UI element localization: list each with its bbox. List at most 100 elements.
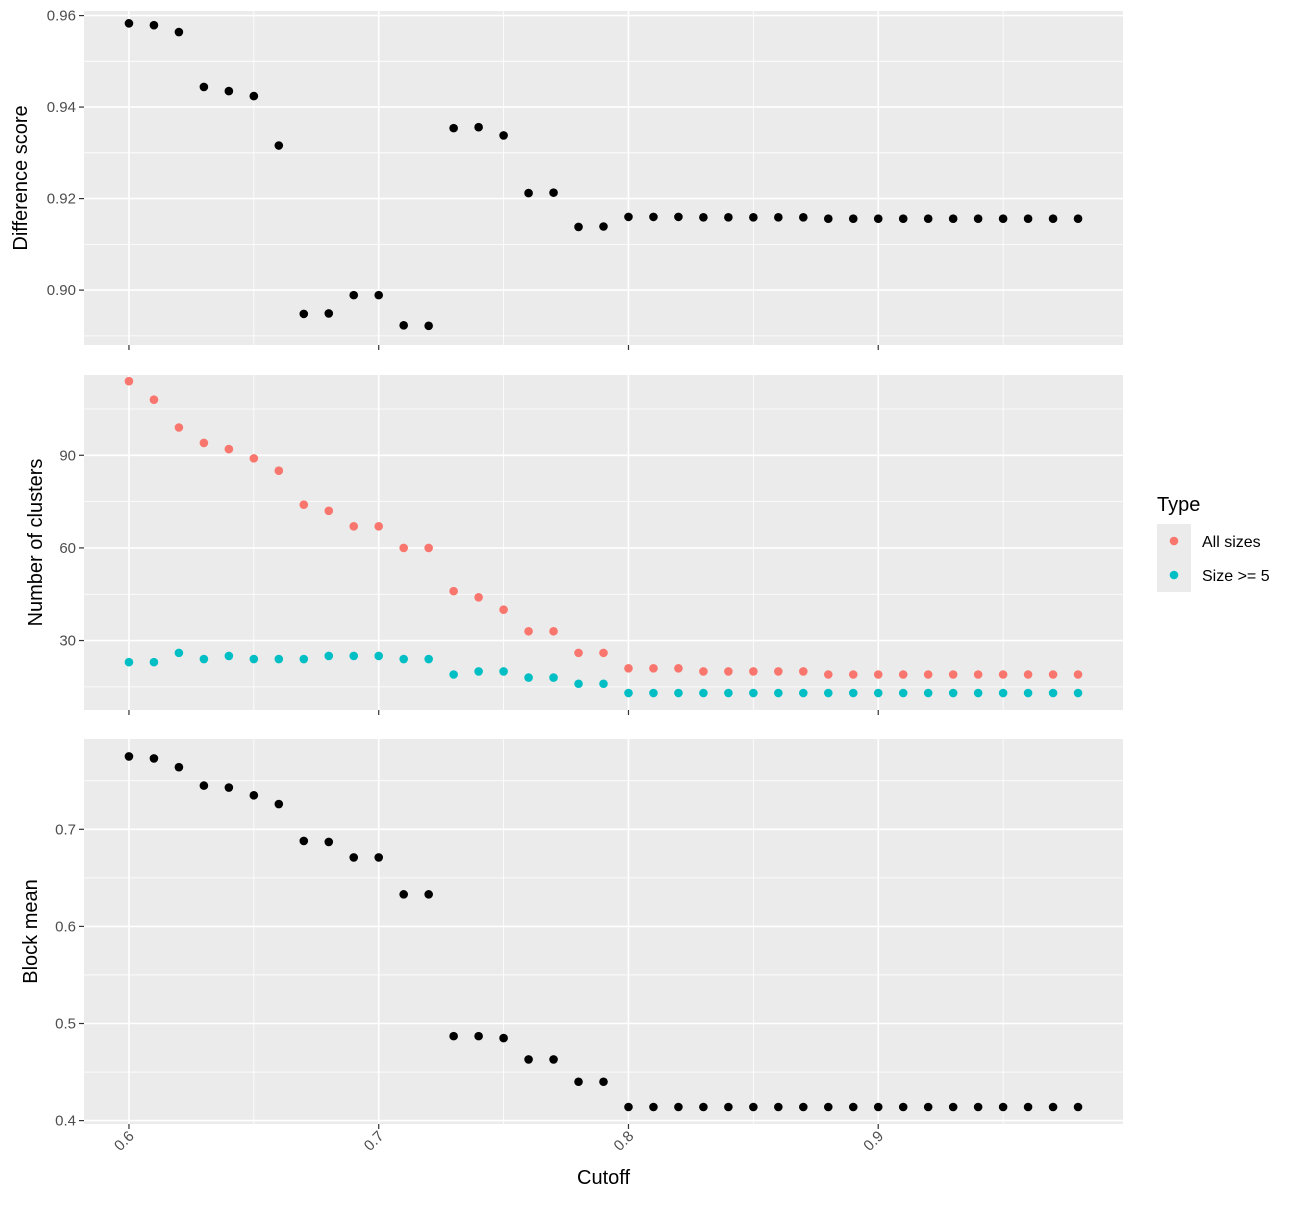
data-point [274, 466, 284, 476]
data-point [399, 321, 408, 330]
data-point [699, 1102, 708, 1112]
data-point [923, 1102, 933, 1112]
legend-entry: All sizes [1157, 524, 1261, 558]
data-point [174, 762, 184, 772]
y-axis-title: Block mean [20, 879, 42, 984]
data-point [724, 667, 733, 676]
y-tick-label: 0.4 [55, 1113, 76, 1130]
y-axis-title: Difference score [10, 105, 32, 250]
data-point [799, 213, 808, 222]
data-point [699, 688, 708, 698]
data-point [124, 376, 134, 386]
legend-entry: Size >= 5 [1157, 558, 1270, 592]
data-point [324, 506, 334, 516]
data-point [299, 500, 309, 509]
data-point [973, 670, 983, 679]
data-point [1023, 688, 1033, 698]
y-tick-label: 0.7 [55, 821, 76, 838]
data-point [649, 1102, 658, 1112]
data-point [998, 688, 1008, 698]
data-point [674, 212, 683, 222]
y-tick-label: 90 [59, 447, 76, 464]
panel-2: 30 60 90 Number of clusters [25, 375, 1123, 715]
data-point [199, 781, 209, 790]
data-point [1073, 688, 1083, 698]
y-tick-label: 0.6 [55, 918, 76, 935]
data-point [599, 648, 608, 658]
legend-title: Type [1157, 494, 1200, 516]
data-point [1073, 214, 1083, 224]
data-point [624, 664, 633, 673]
data-point [1048, 688, 1058, 698]
data-point [649, 664, 658, 673]
data-point [149, 657, 159, 667]
x-tick-label: 0.9 [860, 1128, 887, 1155]
data-point [324, 651, 334, 661]
data-point [249, 654, 259, 664]
data-point [499, 605, 508, 614]
data-point [524, 626, 533, 636]
data-point [624, 688, 633, 698]
data-point [1048, 214, 1058, 224]
data-point [649, 688, 658, 698]
data-point [524, 673, 533, 682]
data-point [948, 688, 958, 698]
data-point [399, 890, 408, 899]
data-point [124, 752, 134, 761]
panel-3: 0.4 0.5 0.6 0.7 Block mean [20, 739, 1123, 1130]
data-point [599, 1077, 608, 1087]
data-point [774, 688, 783, 698]
data-point [1048, 1102, 1058, 1112]
data-point [973, 1102, 983, 1112]
data-point [799, 667, 808, 676]
data-point [699, 667, 708, 676]
data-point [174, 648, 184, 658]
data-point [199, 654, 209, 664]
data-point [998, 670, 1008, 679]
data-point [199, 438, 209, 448]
data-point [524, 1055, 533, 1064]
legend: Type All sizes Size >= 5 [1157, 494, 1270, 592]
data-point [499, 1033, 508, 1043]
data-point [948, 670, 958, 679]
data-point [1073, 670, 1083, 679]
data-point [1023, 214, 1033, 224]
data-point [774, 213, 783, 222]
data-point [973, 214, 983, 224]
legend-marker [1169, 570, 1179, 580]
data-point [749, 1102, 758, 1112]
data-point [124, 19, 134, 28]
data-point [449, 1031, 458, 1041]
data-point [199, 82, 209, 92]
data-point [923, 214, 933, 224]
data-point [449, 670, 458, 679]
panels-layer: 0.90 0.92 0.94 0.96 Difference score 30 60 90 Nu… [10, 8, 1123, 1130]
data-point [774, 667, 783, 676]
y-tick-label: 0.92 [47, 191, 76, 208]
data-point [349, 853, 359, 862]
data-point [674, 688, 683, 698]
data-point [948, 214, 958, 224]
panel-background [84, 739, 1123, 1124]
data-point [424, 654, 433, 664]
data-point [549, 673, 558, 682]
y-tick-label: 0.94 [47, 99, 76, 116]
data-point [174, 423, 184, 432]
data-point [749, 688, 758, 698]
legend-label: All sizes [1202, 534, 1261, 551]
data-point [1048, 670, 1058, 679]
data-point [149, 20, 159, 30]
data-point [224, 783, 234, 792]
data-point [374, 853, 384, 862]
data-point [898, 670, 908, 679]
legend-marker [1169, 536, 1179, 546]
data-point [774, 1102, 783, 1112]
data-point [1073, 1102, 1083, 1112]
data-point [724, 688, 733, 698]
y-tick-label: 0.90 [47, 282, 76, 299]
data-point [424, 321, 433, 331]
data-point [499, 667, 508, 676]
data-point [174, 27, 184, 37]
legend-label: Size >= 5 [1202, 568, 1270, 585]
